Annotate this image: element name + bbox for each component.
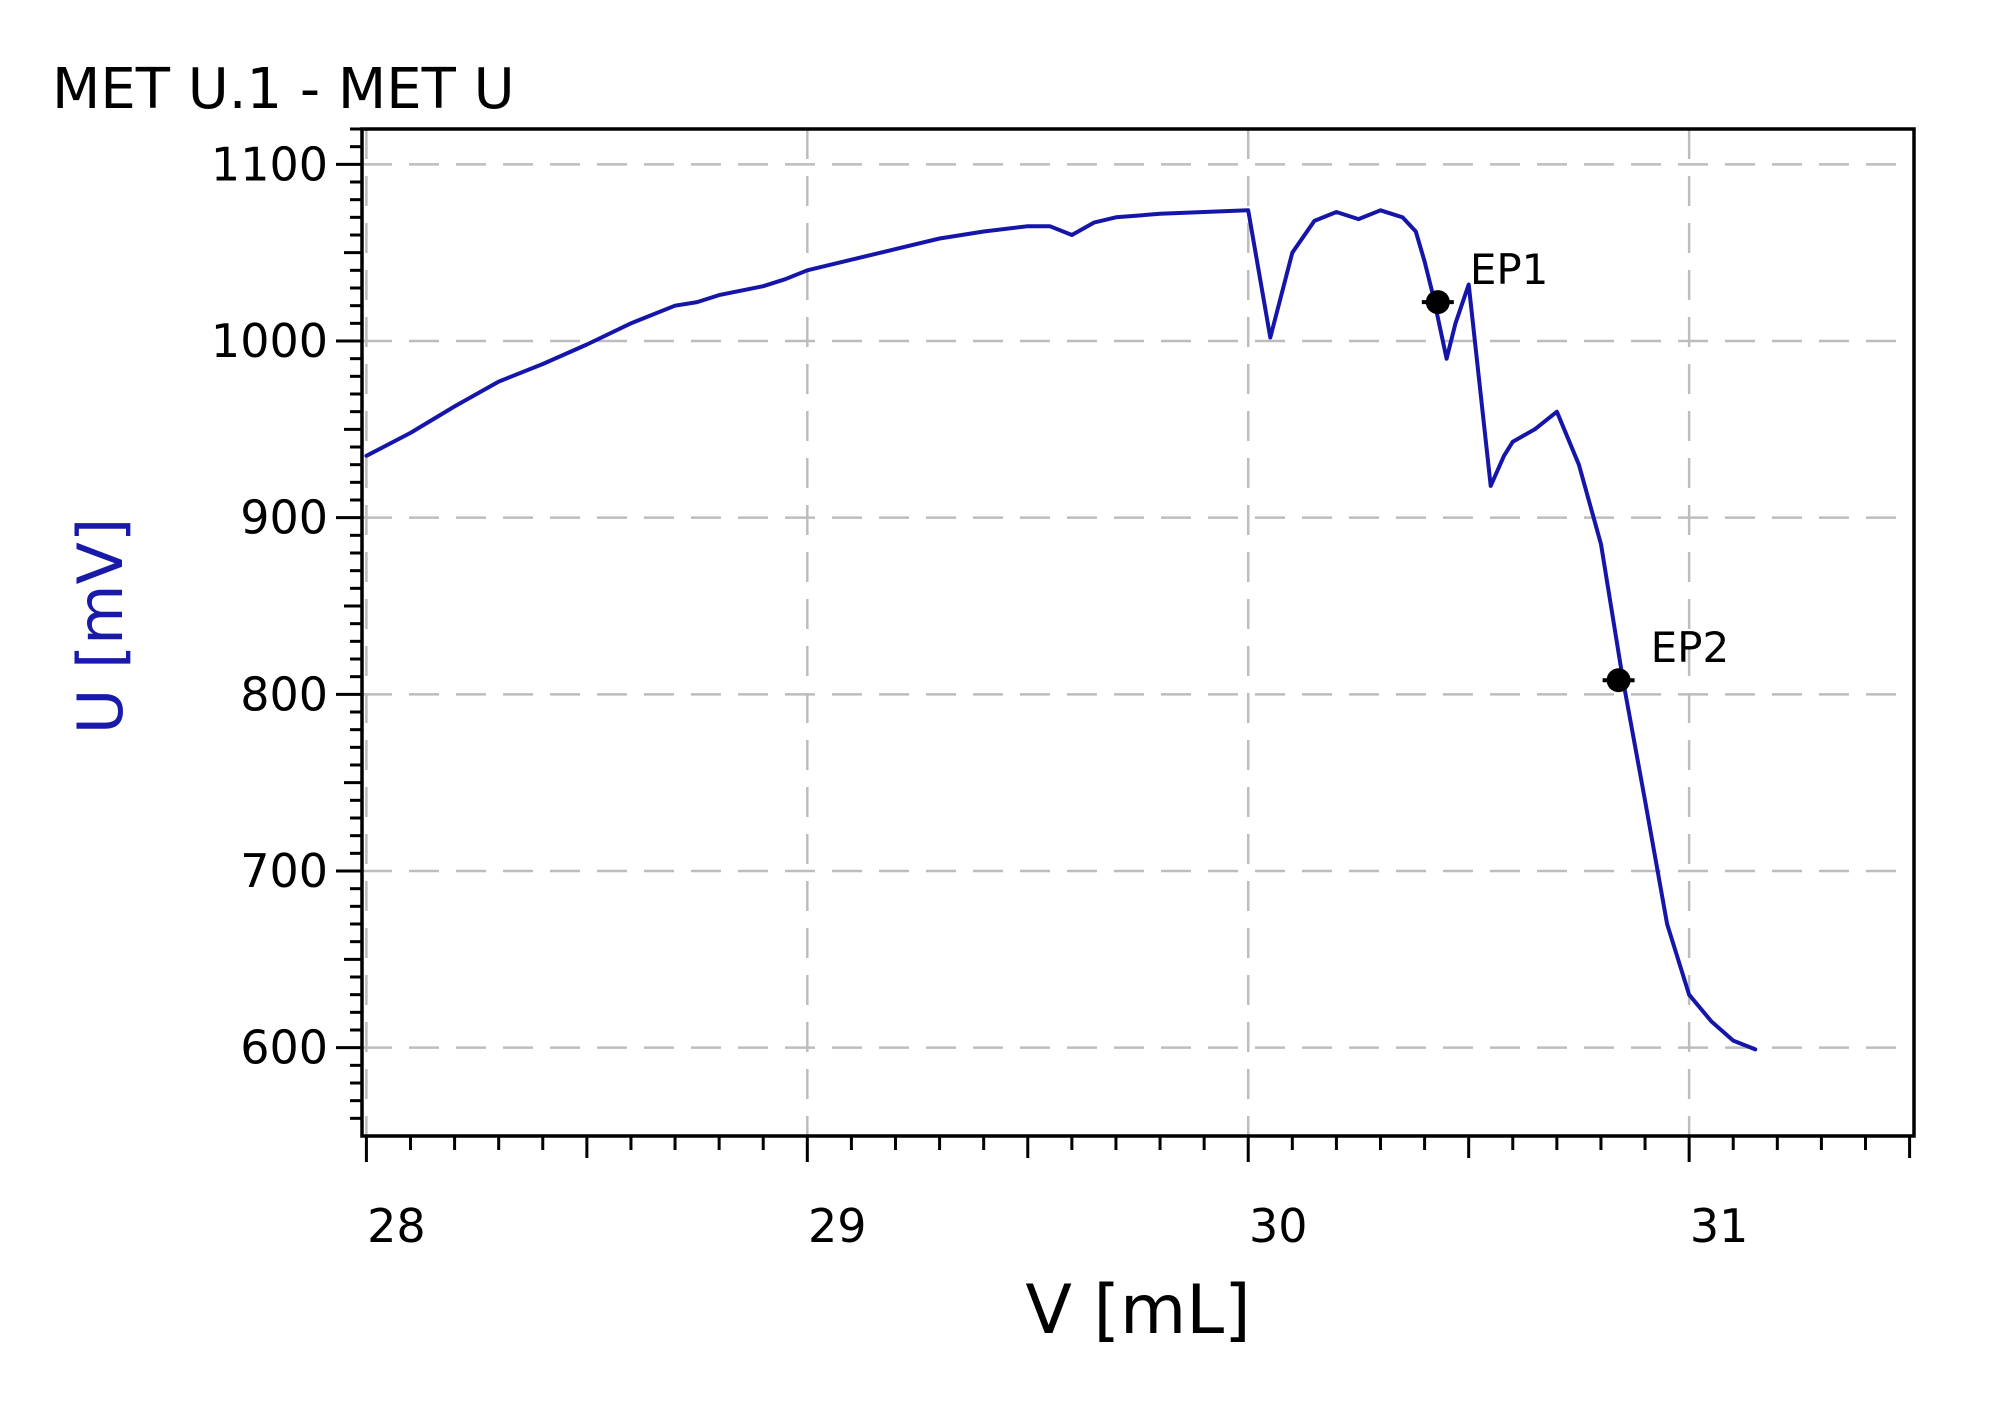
endpoint-label: EP2 xyxy=(1651,623,1730,672)
y-tick-label: 600 xyxy=(240,1021,328,1075)
plot-area xyxy=(364,208,1758,1052)
endpoint-label: EP1 xyxy=(1470,245,1549,294)
y-tick-label: 900 xyxy=(240,491,328,545)
series-line xyxy=(364,208,1758,1052)
x-tick-label: 29 xyxy=(808,1199,867,1253)
y-tick-label: 700 xyxy=(240,844,328,898)
endpoint-markers: EP1 EP2 xyxy=(1421,245,1730,693)
plot-frame xyxy=(360,127,1916,1138)
y-tick-label: 1100 xyxy=(211,137,328,191)
y-tick-label: 800 xyxy=(240,667,328,721)
x-tick-label: 30 xyxy=(1249,1199,1308,1253)
y-axis-label: U [mV] xyxy=(64,518,137,734)
chart-title: MET U.1 - MET U xyxy=(52,57,515,122)
x-tick-label: 31 xyxy=(1690,1199,1749,1253)
y-tick-label: 1000 xyxy=(211,314,328,368)
x-axis-label: V [mL] xyxy=(1025,1271,1250,1350)
x-axis: 28 29 30 31 xyxy=(364,1136,1912,1253)
y-axis: 600 700 800 900 1000 1100 xyxy=(211,127,362,1120)
grid xyxy=(362,129,1914,1136)
x-tick-label: 28 xyxy=(367,1199,426,1253)
